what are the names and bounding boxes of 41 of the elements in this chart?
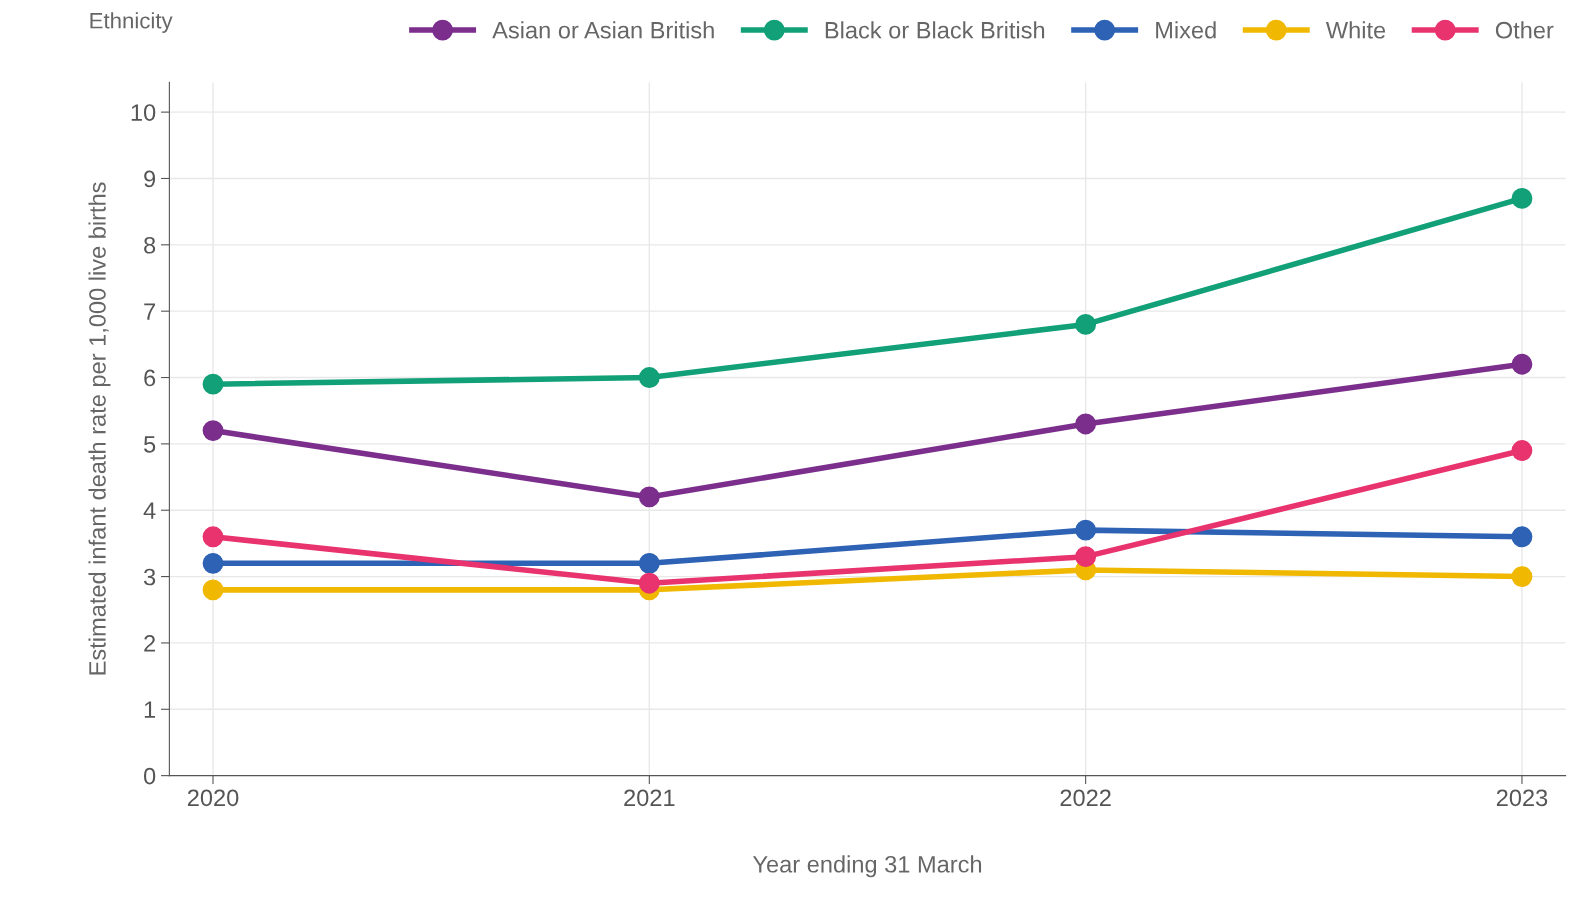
legend-label: Black or Black British [825, 21, 1045, 39]
y-tick-label: 6 [144, 369, 156, 387]
x-axis-title: Year ending 31 March [752, 855, 982, 878]
y-axis-title: Estimated infant death rate per 1,000 live births [88, 182, 111, 675]
point [1511, 440, 1533, 461]
y-tick-label: 7 [144, 303, 155, 320]
point [1511, 187, 1533, 209]
x-tick-label: 2020 [187, 789, 239, 807]
x-tick-label: 2022 [1060, 789, 1111, 807]
point [1511, 566, 1533, 587]
x-tick-label: 2023 [1496, 789, 1548, 807]
point [1075, 314, 1097, 335]
point [638, 552, 660, 574]
x-tick-label: 2021 [624, 789, 675, 807]
y-tick-label: 2 [144, 635, 155, 652]
y-tick-label: 4 [143, 502, 156, 519]
point [202, 373, 224, 395]
point [638, 367, 660, 388]
point [638, 486, 660, 508]
point [202, 420, 224, 442]
point [202, 579, 224, 601]
point [1075, 519, 1097, 541]
legend-label: White [1325, 21, 1386, 39]
y-tick-label: 0 [143, 767, 156, 785]
y-tick-label: 10 [131, 104, 156, 121]
point [638, 572, 660, 594]
legend-label: Other [1495, 21, 1554, 39]
y-tick-label: 1 [144, 701, 156, 718]
point [202, 552, 224, 574]
point [1075, 413, 1097, 435]
y-tick-label: 5 [144, 436, 156, 453]
y-tick-label: 9 [144, 170, 156, 188]
y-tick-label: 3 [143, 568, 156, 586]
legend-label: Asian or Asian British [492, 21, 714, 39]
y-tick-label: 8 [144, 236, 156, 254]
point [1511, 353, 1533, 375]
legend-title: Ethnicity [90, 12, 173, 33]
point [202, 526, 224, 548]
point [1075, 546, 1097, 568]
legend-label: Mixed [1156, 21, 1216, 39]
point [1511, 526, 1533, 548]
